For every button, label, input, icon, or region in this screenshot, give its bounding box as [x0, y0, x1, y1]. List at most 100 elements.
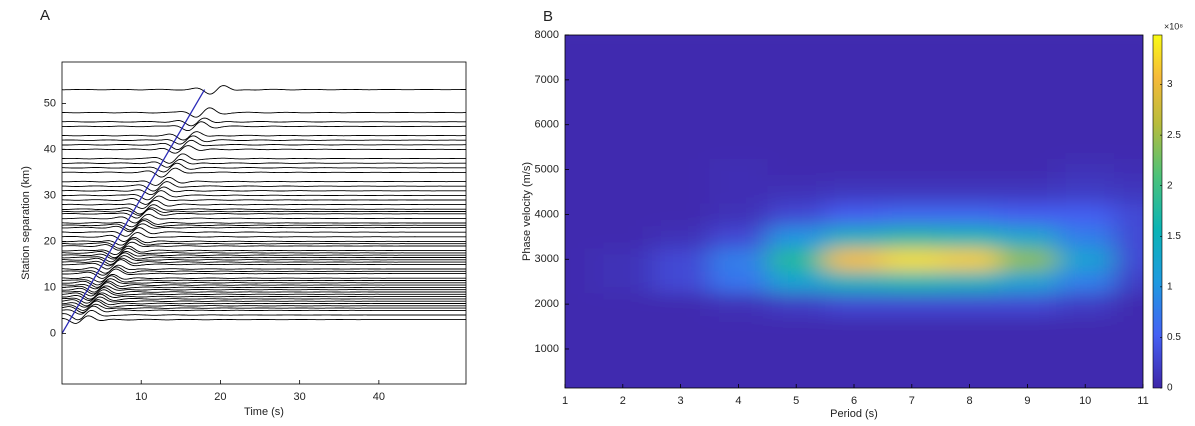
trace	[62, 287, 466, 297]
heat-cell	[940, 180, 999, 204]
panel-a: A 10 20 30 40 0 10 20 30 40 50 Time (s) Station sepa…	[20, 7, 467, 418]
heat-cell	[565, 135, 595, 159]
heat-cell	[882, 68, 942, 92]
heat-cell	[565, 113, 595, 137]
y-tick-label: 6000	[535, 119, 559, 131]
heat-cell	[1056, 203, 1115, 227]
trace	[62, 199, 466, 209]
heat-cell	[767, 337, 826, 361]
heat-cell	[825, 91, 884, 114]
heat-cell	[1056, 360, 1115, 384]
trace	[62, 293, 466, 304]
heat-cell	[998, 292, 1057, 316]
heat-cell	[825, 35, 884, 47]
trace	[62, 218, 466, 228]
trace	[62, 257, 466, 267]
heat-cell	[1056, 248, 1115, 271]
heat-cell	[1056, 337, 1115, 361]
trace	[62, 223, 466, 233]
heat-cell	[593, 248, 653, 271]
heat-cell	[1056, 270, 1115, 294]
heat-cell	[940, 35, 999, 47]
y-tick-label: 1000	[535, 343, 559, 355]
heat-cell	[825, 270, 884, 294]
trace	[62, 305, 466, 315]
panel-b: B1 2 3 4 5 6 7 8 9 10 1110002000300040005000600070…	[521, 8, 1183, 420]
x-tick-label: 7	[909, 395, 915, 407]
trace	[62, 275, 466, 286]
trace	[62, 186, 466, 196]
x-tick-label: 5	[793, 395, 799, 407]
heat-cell	[1114, 158, 1143, 182]
x-tick-label: 1	[562, 395, 568, 407]
heat-cell	[882, 225, 942, 249]
x-tick-label: 8	[967, 395, 973, 407]
heat-cell	[1114, 337, 1143, 361]
heat-cell	[593, 292, 653, 316]
heat-cell	[767, 225, 826, 249]
heat-cell	[882, 46, 942, 70]
y-tick-label: 50	[44, 97, 56, 109]
heat-cell	[709, 315, 768, 339]
trace	[62, 135, 466, 145]
trace	[62, 278, 466, 288]
colorbar-tick-label: 2.5	[1167, 130, 1181, 141]
y-tick-label: 3000	[535, 253, 559, 265]
trace	[62, 245, 466, 256]
heat-cell	[565, 337, 595, 361]
heat-cell	[709, 225, 768, 249]
heat-cell	[593, 360, 653, 384]
trace	[62, 315, 466, 324]
heat-cell	[1056, 135, 1115, 159]
trace	[62, 162, 466, 173]
heat-cell	[767, 46, 826, 70]
heat-cell	[709, 337, 768, 361]
trace	[62, 153, 466, 164]
y-axis-title: Phase velocity (m/s)	[521, 162, 533, 261]
heat-cell	[709, 292, 768, 316]
heat-cell	[940, 135, 999, 159]
heat-cell	[940, 203, 999, 227]
heat-cell	[709, 270, 768, 294]
trace	[62, 285, 466, 295]
heat-cell	[593, 158, 653, 182]
trace	[62, 300, 466, 311]
heat-cell	[882, 91, 942, 114]
trace	[62, 303, 466, 313]
heat-cell	[593, 113, 653, 137]
x-tick-label: 3	[678, 395, 684, 407]
plot-frame	[564, 34, 1144, 389]
trace	[62, 273, 466, 283]
heat-cell	[1114, 270, 1143, 294]
heat-cell	[998, 91, 1057, 114]
heat-cell	[651, 337, 710, 361]
heat-cell	[1056, 68, 1115, 92]
heat-cell	[593, 315, 653, 339]
y-tick-label: 0	[50, 327, 56, 339]
heat-cell	[709, 46, 768, 70]
heat-cell	[767, 270, 826, 294]
heat-cell	[940, 270, 999, 294]
heat-cell	[940, 113, 999, 137]
heat-cell	[1114, 225, 1143, 249]
heat-cell	[651, 68, 710, 92]
x-axis-title: Period (s)	[830, 408, 878, 420]
x-tick-label: 11	[1137, 395, 1148, 407]
heat-cell	[593, 91, 653, 114]
heat-cell	[651, 135, 710, 159]
heat-cell	[651, 158, 710, 182]
trace	[62, 252, 466, 263]
trace	[62, 232, 466, 242]
heat-cell	[709, 158, 768, 182]
y-tick-label: 7000	[535, 74, 559, 86]
heat-cell	[998, 203, 1057, 227]
trace	[62, 296, 466, 307]
heat-cell	[1114, 91, 1143, 114]
heat-cell	[1056, 292, 1115, 316]
heat-cell	[767, 68, 826, 92]
heat-cell	[767, 35, 826, 47]
heat-cell	[1114, 315, 1143, 339]
traces	[62, 85, 466, 334]
y-tick-label: 8000	[535, 29, 559, 41]
y-tick-label: 4000	[535, 208, 559, 220]
